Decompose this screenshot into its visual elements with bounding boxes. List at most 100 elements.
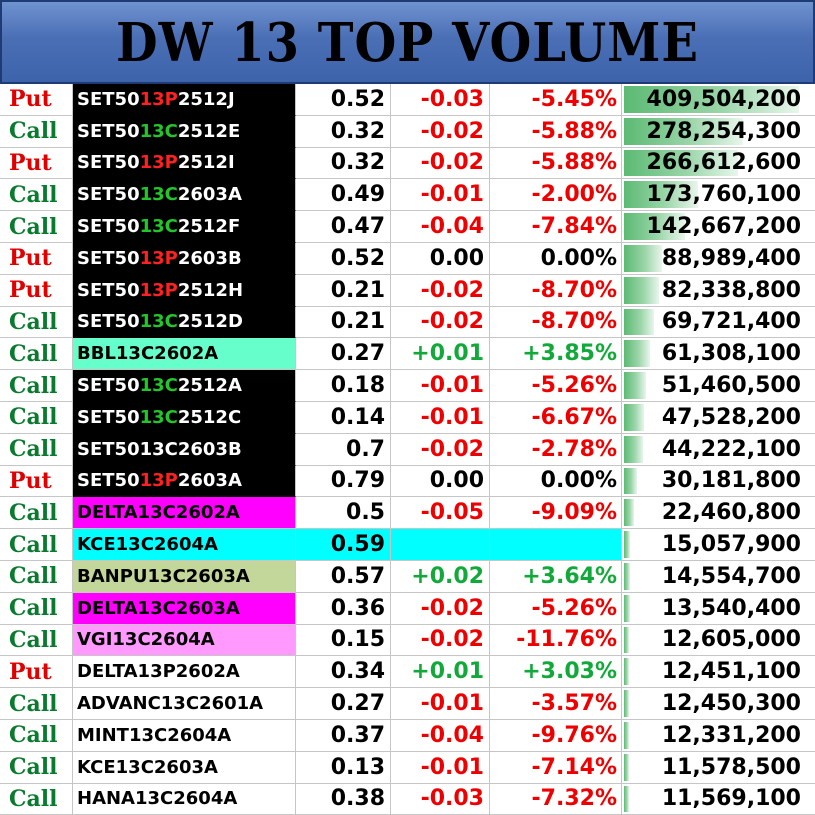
price-change: +0.02 [391, 560, 490, 593]
table-row[interactable]: Call MINT13C2604A 0.37 -0.04 -9.76% 12,331,20… [0, 719, 815, 752]
percent-change: -8.70% [490, 274, 622, 307]
volume-cell: 15,057,900 [622, 529, 815, 561]
dw-symbol: SET50 13C 2512E [73, 115, 296, 148]
volume-value: 51,460,500 [661, 373, 801, 399]
last-price: 0.18 [296, 370, 391, 402]
symbol-prefix: SET50 [77, 216, 140, 238]
table-row[interactable]: Call SET50 13C 2512A 0.18 -0.01 -5.26% 51,460,5… [0, 370, 815, 402]
volume-data-bar [624, 467, 637, 495]
price-change: -0.04 [391, 719, 490, 752]
table-row[interactable]: Put SET50 13P 2603A 0.79 0.00 0.00% 30,181,800 [0, 465, 815, 498]
percent-change: -2.78% [490, 433, 622, 466]
volume-cell: 11,578,500 [622, 752, 815, 784]
volume-data-bar [624, 658, 629, 686]
table-row[interactable]: Call BANPU13C2603A 0.57 +0.02 +3.64% 14,554,7… [0, 560, 815, 593]
table-row[interactable]: Call ADVANC13C2601A 0.27 -0.01 -3.57% 12,450,… [0, 688, 815, 720]
volume-cell: 61,308,100 [622, 338, 815, 371]
last-price: 0.34 [296, 656, 391, 689]
percent-change: 0.00% [490, 465, 622, 498]
percent-change: -5.88% [490, 115, 622, 148]
option-type-label: Call [0, 401, 73, 434]
table-row[interactable]: Call VGI13C2604A 0.15 -0.02 -11.76% 12,605,00… [0, 624, 815, 657]
last-price: 0.27 [296, 688, 391, 720]
symbol-prefix: SET50 [77, 152, 140, 174]
percent-change: +3.64% [490, 560, 622, 593]
symbol-suffix: 2512J [177, 88, 235, 110]
table-row[interactable]: Call KCE13C2604A 0.59 15,057,900 [0, 529, 815, 561]
symbol-series: 13C [139, 216, 178, 238]
symbol-suffix: 2512E [177, 120, 241, 142]
table-row[interactable]: Call BBL13C2602A 0.27 +0.01 +3.85% 61,308,100 [0, 338, 815, 371]
volume-data-bar [624, 562, 630, 590]
table-row[interactable]: Put SET50 13P 2512J 0.52 -0.03 -5.45% 409,504,2… [0, 84, 815, 116]
symbol-series: 13P [139, 247, 178, 269]
table-row[interactable]: Call SET50 13C 2512F 0.47 -0.04 -7.84% 142,667,… [0, 211, 815, 243]
table-row[interactable]: Call SET50 13C 2512D 0.21 -0.02 -8.70% 69,721,4… [0, 306, 815, 339]
volume-value: 22,460,800 [661, 500, 801, 526]
volume-data-bar [624, 785, 629, 813]
table-row[interactable]: Call HANA13C2604A 0.38 -0.03 -7.32% 11,569,10… [0, 783, 815, 815]
last-price: 0.21 [296, 274, 391, 307]
volume-cell: 266,612,600 [622, 148, 815, 180]
table-row[interactable]: Call SET50 13C 2512E 0.32 -0.02 -5.88% 278,254,… [0, 115, 815, 148]
option-type-label: Call [0, 179, 73, 212]
last-price: 0.49 [296, 179, 391, 212]
price-change: -0.01 [391, 179, 490, 212]
volume-cell: 69,721,400 [622, 307, 815, 339]
option-type-label: Call [0, 529, 73, 561]
symbol-suffix: 2512D [177, 311, 243, 333]
price-change: -0.01 [391, 688, 490, 720]
table-row[interactable]: Put SET50 13P 2603B 0.52 0.00 0.00% 88,989,400 [0, 242, 815, 275]
volume-data-bar [624, 531, 630, 558]
volume-data-bar [624, 721, 629, 749]
table-row[interactable]: Call SET5013C2603B 0.7 -0.02 -2.78% 44,222,10… [0, 433, 815, 466]
volume-data-bar [624, 626, 629, 654]
option-type-label: Put [0, 84, 73, 116]
option-type-label: Call [0, 211, 73, 243]
dw-symbol: DELTA13C2602A [73, 497, 296, 530]
last-price: 0.59 [296, 529, 391, 561]
option-type-label: Put [0, 147, 73, 180]
volume-cell: 22,460,800 [622, 497, 815, 530]
volume-value: 12,605,000 [661, 627, 801, 653]
volume-value: 11,569,100 [661, 786, 801, 812]
percent-change: -8.70% [490, 306, 622, 339]
volume-value: 47,528,200 [661, 404, 801, 430]
header-banner: DW 13 TOP VOLUME [0, 0, 815, 84]
option-type-label: Call [0, 592, 73, 625]
price-change: +0.01 [391, 338, 490, 371]
option-type-label: Call [0, 306, 73, 339]
last-price: 0.5 [296, 497, 391, 530]
volume-cell: 278,254,300 [622, 116, 815, 148]
table-row[interactable]: Put DELTA13P2602A 0.34 +0.01 +3.03% 12,451,10… [0, 656, 815, 689]
last-price: 0.32 [296, 115, 391, 148]
price-change: -0.01 [391, 370, 490, 402]
percent-change: -7.14% [490, 751, 622, 784]
table-row[interactable]: Put SET50 13P 2512H 0.21 -0.02 -8.70% 82,338,80… [0, 274, 815, 307]
dw-symbol: SET50 13C 2512F [73, 211, 296, 243]
dw-symbol: MINT13C2604A [73, 719, 296, 752]
volume-data-bar [624, 753, 629, 781]
volume-data-bar [624, 213, 685, 240]
percent-change: -11.76% [490, 624, 622, 657]
percent-change: +3.85% [490, 338, 622, 371]
price-change: -0.01 [391, 401, 490, 434]
table-row[interactable]: Call SET50 13C 2512C 0.14 -0.01 -6.67% 47,528,2… [0, 401, 815, 434]
percent-change: -5.88% [490, 147, 622, 180]
volume-value: 82,338,800 [661, 277, 801, 303]
option-type-label: Call [0, 433, 73, 466]
percent-change: -9.76% [490, 719, 622, 752]
table-row[interactable]: Call SET50 13C 2603A 0.49 -0.01 -2.00% 173,760,… [0, 179, 815, 212]
volume-cell: 12,450,300 [622, 688, 815, 720]
volume-cell: 30,181,800 [622, 466, 815, 498]
volume-cell: 173,760,100 [622, 179, 815, 212]
table-row[interactable]: Call KCE13C2603A 0.13 -0.01 -7.14% 11,578,500 [0, 751, 815, 784]
dw-symbol: SET50 13P 2512J [73, 84, 296, 116]
symbol-series: 13P [139, 88, 178, 110]
table-row[interactable]: Call DELTA13C2603A 0.36 -0.02 -5.26% 13,540,4… [0, 592, 815, 625]
table-row[interactable]: Call DELTA13C2602A 0.5 -0.05 -9.09% 22,460,80… [0, 497, 815, 530]
table-row[interactable]: Put SET50 13P 2512I 0.32 -0.02 -5.88% 266,612,6… [0, 147, 815, 180]
option-type-label: Put [0, 242, 73, 275]
symbol-prefix: SET50 [77, 311, 140, 333]
symbol-suffix: 2603A [177, 184, 242, 206]
